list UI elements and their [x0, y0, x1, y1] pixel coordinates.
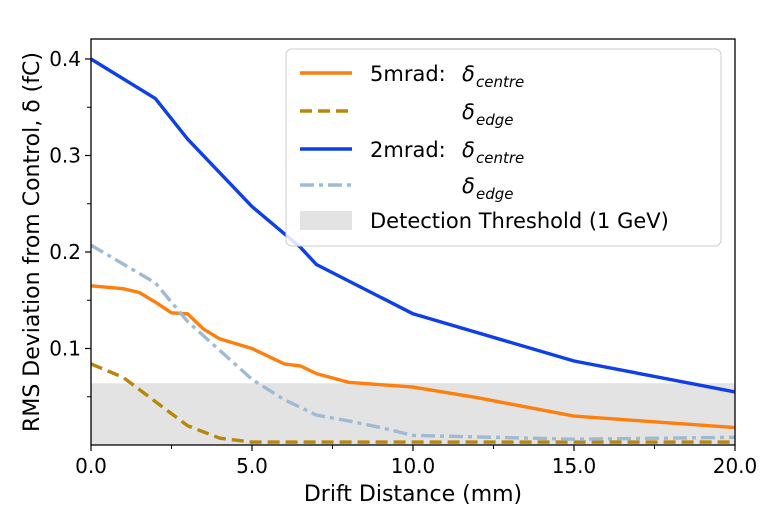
x-tick-label: 15.0: [552, 454, 597, 478]
y-tick-label: 0.3: [49, 144, 81, 168]
legend-symbol-3: δ: [462, 138, 475, 162]
legend-label-threshold: Detection Threshold (1 GeV): [370, 209, 669, 233]
legend-swatch-threshold: [300, 211, 352, 230]
x-axis-label: Drift Distance (mm): [304, 482, 522, 507]
series-line-3: [90, 57, 736, 394]
legend-subscript-1: centre: [476, 73, 524, 91]
legend-label-3: 2mrad:: [370, 138, 446, 162]
legend-box: [285, 48, 722, 247]
series-line-4: [90, 243, 736, 441]
y-tick-label: 0.1: [49, 337, 81, 361]
series-line-1: [90, 284, 736, 430]
legend-symbol-1: δ: [462, 62, 475, 86]
legend-subscript-3: centre: [476, 149, 524, 167]
series-line-2: [90, 362, 735, 444]
legend-symbol-2: δ: [462, 100, 475, 124]
y-axis-label: RMS Deviation from Control, δ (fC): [20, 52, 45, 432]
y-tick-label: 0.4: [49, 47, 81, 71]
y-tick-label: 0.2: [49, 240, 81, 264]
x-tick-label: 10.0: [391, 454, 436, 478]
x-axis-ticks: 0.0 5.0 10.0 15.0 20.0: [75, 445, 757, 478]
x-tick-label: 0.0: [75, 454, 107, 478]
legend-symbol-4: δ: [462, 174, 475, 198]
series-layer: [90, 57, 736, 444]
legend-subscript-4: edge: [476, 185, 514, 203]
x-tick-label: 20.0: [713, 454, 758, 478]
x-tick-label: 5.0: [236, 454, 268, 478]
y-axis-ticks: 0.1 0.2 0.3 0.4: [49, 47, 91, 398]
legend-label-1: 5mrad:: [370, 62, 446, 86]
legend-subscript-2: edge: [476, 111, 514, 129]
